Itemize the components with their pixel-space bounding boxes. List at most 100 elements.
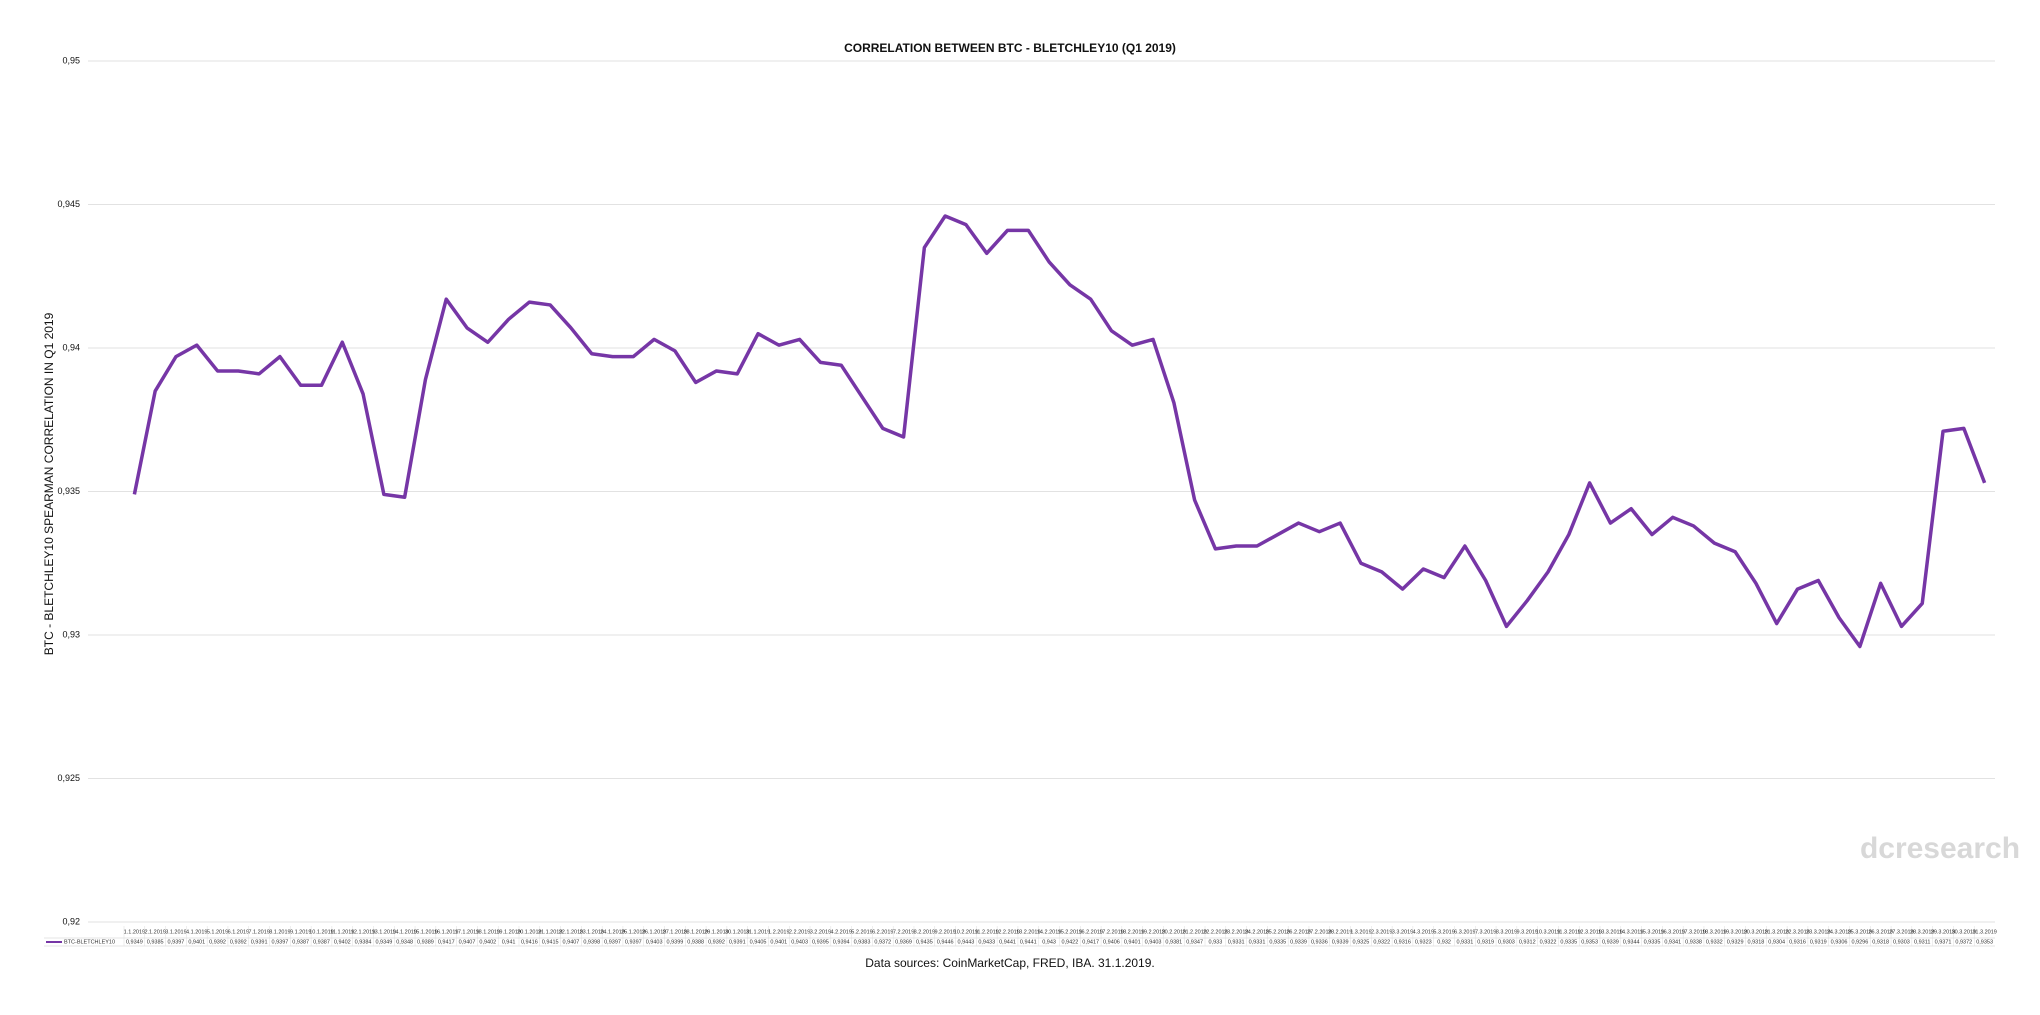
legend-label: BTC-BLETCHLEY10 bbox=[64, 939, 115, 945]
x-tick-label: 19.3.2019 bbox=[1723, 929, 1747, 935]
x-tick-label: 8.2.2019 bbox=[914, 929, 935, 935]
data-label: 0,9296 bbox=[1851, 939, 1868, 945]
data-label: 0,9335 bbox=[1269, 939, 1286, 945]
x-tick-label: 18.3.2019 bbox=[1702, 929, 1726, 935]
data-label: 0,9319 bbox=[1477, 939, 1494, 945]
data-label: 0,9399 bbox=[666, 939, 683, 945]
x-tick-label: 14.1.2019 bbox=[392, 929, 416, 935]
data-label: 0,9303 bbox=[1498, 939, 1515, 945]
data-label: 0,9353 bbox=[1581, 939, 1598, 945]
x-tick-label: 22.2.2019 bbox=[1203, 929, 1227, 935]
x-tick-label: 12.2.2019 bbox=[995, 929, 1019, 935]
data-label: 0,9395 bbox=[812, 939, 829, 945]
x-tick-label: 13.3.2019 bbox=[1598, 929, 1622, 935]
x-tick-label: 5.3.2019 bbox=[1433, 929, 1454, 935]
x-tick-label: 15.2.2019 bbox=[1058, 929, 1082, 935]
data-label: 0,9372 bbox=[1955, 939, 1972, 945]
data-label: 0,9331 bbox=[1228, 939, 1245, 945]
data-label: 0,9401 bbox=[188, 939, 205, 945]
x-tick-label: 14.2.2019 bbox=[1037, 929, 1061, 935]
data-label: 0,9401 bbox=[1124, 939, 1141, 945]
x-tick-label: 6.2.2019 bbox=[872, 929, 893, 935]
x-tick-label: 27.1.2019 bbox=[663, 929, 687, 935]
watermark: dcresearch bbox=[1860, 832, 2020, 865]
data-label: 0,9349 bbox=[126, 939, 143, 945]
x-tick-label: 16.1.2019 bbox=[434, 929, 458, 935]
x-tick-label: 21.2.2019 bbox=[1182, 929, 1206, 935]
x-tick-label: 9.3.2019 bbox=[1517, 929, 1538, 935]
y-tick-label: 0,92 bbox=[62, 916, 80, 926]
x-tick-label: 31.3.2019 bbox=[1972, 929, 1996, 935]
x-tick-label: 1.2.2019 bbox=[768, 929, 789, 935]
data-label: 0,9372 bbox=[874, 939, 891, 945]
data-label: 0,9397 bbox=[625, 939, 642, 945]
data-label: 0,9443 bbox=[958, 939, 975, 945]
x-tick-label: 14.3.2019 bbox=[1619, 929, 1643, 935]
x-tick-label: 4.2.2019 bbox=[831, 929, 852, 935]
x-tick-label: 12.3.2019 bbox=[1577, 929, 1601, 935]
data-label: 0,9416 bbox=[521, 939, 538, 945]
y-tick-label: 0,945 bbox=[57, 199, 80, 209]
data-label: 0,943 bbox=[1042, 939, 1056, 945]
data-label: 0,9387 bbox=[292, 939, 309, 945]
data-label: 0,9335 bbox=[1560, 939, 1577, 945]
x-tick-label: 25.3.2019 bbox=[1848, 929, 1872, 935]
x-tick-label: 7.1.2019 bbox=[248, 929, 269, 935]
x-tick-label: 24.1.2019 bbox=[600, 929, 624, 935]
data-label: 0,932 bbox=[1437, 939, 1451, 945]
data-label: 0,9311 bbox=[1914, 939, 1930, 945]
data-label: 0,9441 bbox=[999, 939, 1016, 945]
data-label: 0,9406 bbox=[1103, 939, 1120, 945]
data-label: 0,9405 bbox=[750, 939, 767, 945]
data-label: 0,9392 bbox=[708, 939, 725, 945]
x-tick-label: 1.3.2019 bbox=[1350, 929, 1371, 935]
data-label: 0,9318 bbox=[1748, 939, 1765, 945]
data-label: 0,9331 bbox=[1456, 939, 1473, 945]
x-tick-label: 10.3.2019 bbox=[1536, 929, 1560, 935]
x-tick-label: 23.3.2019 bbox=[1806, 929, 1830, 935]
x-tick-label: 30.3.2019 bbox=[1952, 929, 1976, 935]
x-tick-label: 7.2.2019 bbox=[893, 929, 914, 935]
data-label: 0,9316 bbox=[1789, 939, 1806, 945]
x-tick-label: 15.1.2019 bbox=[413, 929, 437, 935]
x-tick-label: 16.2.2019 bbox=[1078, 929, 1102, 935]
x-tick-label: 25.1.2019 bbox=[621, 929, 645, 935]
data-label: 0,9323 bbox=[1415, 939, 1432, 945]
data-label: 0,9304 bbox=[1768, 939, 1785, 945]
x-tick-label: 22.3.2019 bbox=[1785, 929, 1809, 935]
data-label: 0,9347 bbox=[1186, 939, 1203, 945]
x-tick-label: 8.3.2019 bbox=[1496, 929, 1517, 935]
data-label: 0,9402 bbox=[334, 939, 351, 945]
x-tick-label: 7.3.2019 bbox=[1475, 929, 1496, 935]
data-label: 0,9403 bbox=[791, 939, 808, 945]
data-label: 0,9303 bbox=[1893, 939, 1910, 945]
x-tick-label: 4.1.2019 bbox=[186, 929, 207, 935]
data-label: 0,9388 bbox=[687, 939, 704, 945]
data-label: 0,9422 bbox=[1061, 939, 1078, 945]
data-label: 0,9397 bbox=[272, 939, 289, 945]
x-tick-label: 28.1.2019 bbox=[683, 929, 707, 935]
data-label: 0,9335 bbox=[1644, 939, 1661, 945]
data-label: 0,9441 bbox=[1020, 939, 1037, 945]
x-tick-label: 19.2.2019 bbox=[1141, 929, 1165, 935]
data-label: 0,9435 bbox=[916, 939, 933, 945]
x-tick-label: 24.3.2019 bbox=[1827, 929, 1851, 935]
data-label: 0,9397 bbox=[168, 939, 185, 945]
x-tick-label: 18.1.2019 bbox=[476, 929, 500, 935]
x-tick-label: 20.3.2019 bbox=[1744, 929, 1768, 935]
x-tick-label: 3.3.2019 bbox=[1392, 929, 1413, 935]
data-label: 0,9371 bbox=[1935, 939, 1952, 945]
y-axis-label: BTC - BLETCHLEY10 SPEARMAN CORRELATION I… bbox=[42, 312, 56, 655]
data-label: 0,941 bbox=[502, 939, 516, 945]
x-tick-label: 6.1.2019 bbox=[228, 929, 249, 935]
data-label: 0,9339 bbox=[1332, 939, 1349, 945]
x-tick-label: 17.3.2019 bbox=[1681, 929, 1705, 935]
x-tick-label: 2.3.2019 bbox=[1371, 929, 1392, 935]
data-label: 0,9398 bbox=[583, 939, 600, 945]
x-tick-label: 11.1.2019 bbox=[330, 929, 354, 935]
x-tick-label: 16.3.2019 bbox=[1661, 929, 1685, 935]
data-label: 0,9353 bbox=[1976, 939, 1993, 945]
x-tick-label: 13.2.2019 bbox=[1016, 929, 1040, 935]
x-tick-label: 21.3.2019 bbox=[1764, 929, 1788, 935]
